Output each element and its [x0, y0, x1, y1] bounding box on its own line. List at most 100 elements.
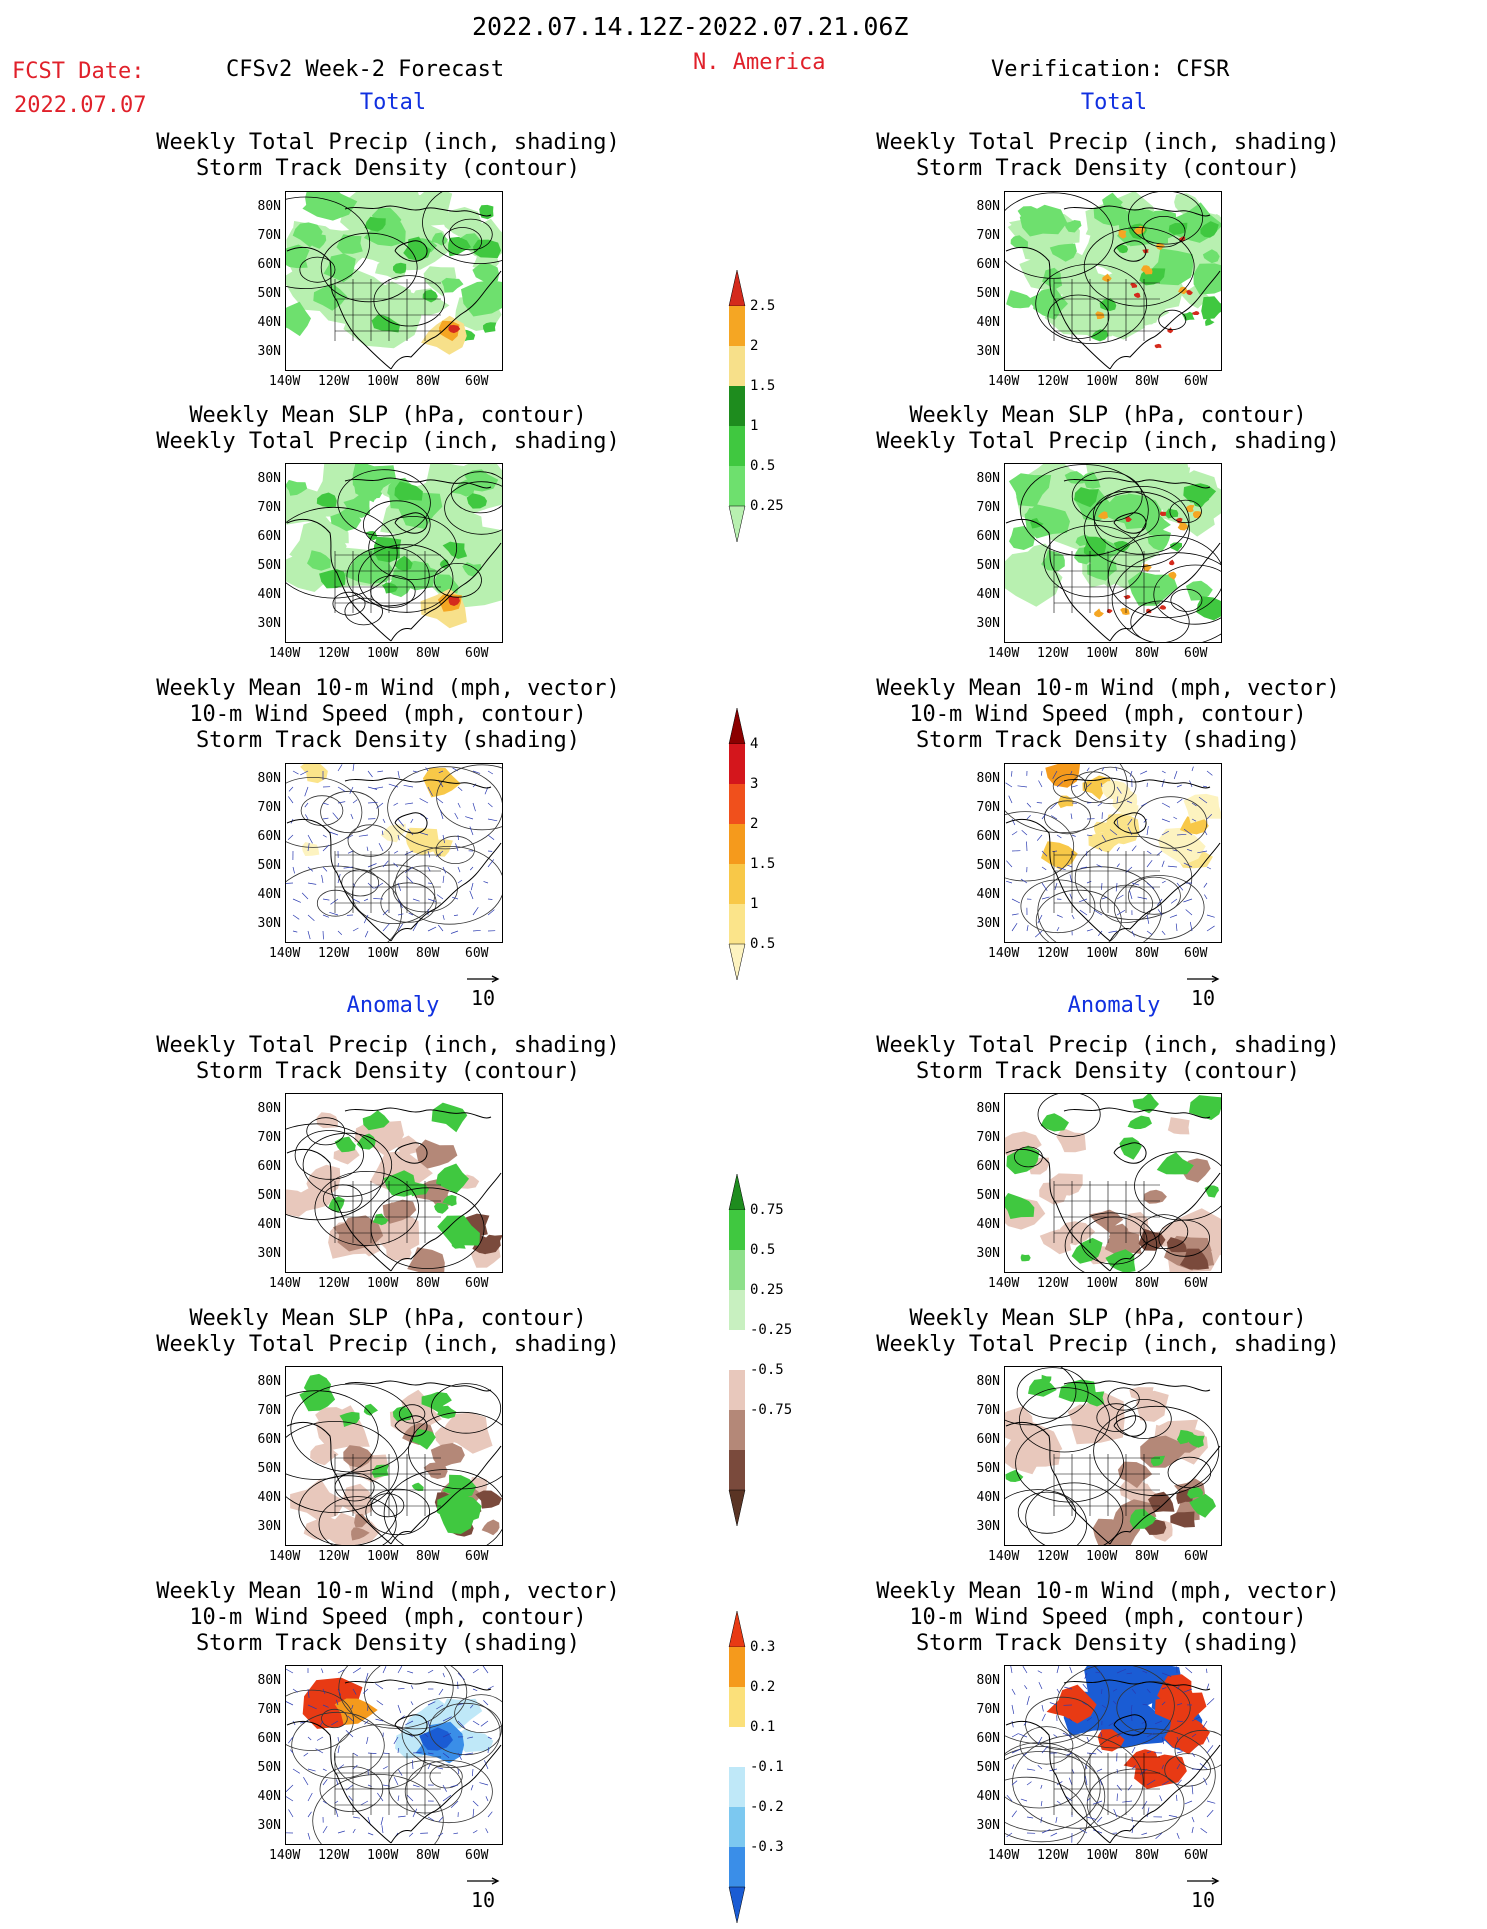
colorbar-swatch	[729, 784, 745, 824]
colorbar-label: -0.2	[750, 1799, 784, 1815]
lat-tick-label: 50N	[247, 286, 281, 301]
colorbar-swatch	[729, 1174, 745, 1210]
lon-tick-label: 60W	[465, 646, 488, 661]
lat-tick-label: 60N	[966, 529, 1000, 544]
panel-title-ver-anom-precip-line1: Weekly Total Precip (inch, shading)	[858, 1035, 1358, 1057]
vector-scale-ver-anom: 10	[1185, 1866, 1221, 1912]
lon-tick-label: 120W	[318, 1549, 349, 1564]
lat-tick-label: 80N	[247, 771, 281, 786]
lat-tick-label: 30N	[966, 916, 1000, 931]
panel-title-ver-anom-slp-line1: Weekly Mean SLP (hPa, contour)	[858, 1308, 1358, 1330]
lon-tick-label: 60W	[1184, 646, 1207, 661]
lon-tick-label: 60W	[1184, 946, 1207, 961]
panel-title-ver-precip-storm-line1: Weekly Total Precip (inch, shading)	[858, 132, 1358, 154]
vector-scale-value: 10	[465, 1888, 501, 1912]
colorbar-swatch	[729, 1370, 745, 1410]
lat-tick-label: 40N	[247, 315, 281, 330]
lon-tick-label: 100W	[367, 946, 398, 961]
colorbar-swatch	[729, 744, 745, 784]
lat-tick-label: 30N	[966, 1246, 1000, 1261]
lat-tick-label: 80N	[966, 1101, 1000, 1116]
colorbar-swatch	[729, 1647, 745, 1687]
lat-tick-label: 50N	[966, 1188, 1000, 1203]
panel-title-fcst-anom-wind-line1: Weekly Mean 10-m Wind (mph, vector)	[123, 1581, 653, 1603]
lat-tick-label: 70N	[247, 1130, 281, 1145]
colorbar-swatch	[729, 1611, 745, 1647]
panel-title-ver-wind-line2: 10-m Wind Speed (mph, contour)	[843, 704, 1373, 726]
lon-tick-label: 140W	[269, 646, 300, 661]
lat-tick-label: 30N	[247, 1246, 281, 1261]
lat-tick-label: 30N	[966, 616, 1000, 631]
lat-tick-label: 30N	[966, 1818, 1000, 1833]
lat-tick-label: 80N	[247, 199, 281, 214]
lat-tick-label: 30N	[247, 916, 281, 931]
lon-tick-label: 80W	[1135, 1276, 1158, 1291]
colorbar-swatch	[729, 1290, 745, 1330]
lat-tick-label: 40N	[247, 1217, 281, 1232]
lon-tick-label: 120W	[318, 1848, 349, 1863]
colorbar-label: -0.75	[750, 1402, 792, 1418]
lon-tick-label: 100W	[1086, 1549, 1117, 1564]
lon-tick-label: 80W	[416, 1549, 439, 1564]
colorbar-swatch	[729, 1687, 745, 1727]
lat-tick-label: 60N	[247, 1159, 281, 1174]
lon-tick-label: 140W	[269, 1848, 300, 1863]
lat-tick-label: 60N	[247, 257, 281, 272]
vector-scale-fcst-anom: 10	[465, 1866, 501, 1912]
lon-tick-label: 80W	[1135, 946, 1158, 961]
forecast-column-title: CFSv2 Week-2 Forecast	[226, 59, 504, 81]
precip-anomaly-shading	[1168, 1117, 1190, 1134]
lat-tick-label: 80N	[247, 1673, 281, 1688]
lat-tick-label: 70N	[247, 500, 281, 515]
lat-tick-label: 30N	[247, 1818, 281, 1833]
lon-tick-label: 140W	[988, 1848, 1019, 1863]
colorbar-swatch	[729, 1410, 745, 1450]
colorbar-swatch	[729, 1330, 745, 1370]
colorbar-label: -0.5	[750, 1362, 784, 1378]
lon-tick-label: 140W	[988, 646, 1019, 661]
lat-tick-label: 70N	[966, 1403, 1000, 1418]
panel-title-fcst-anom-precip-line2: Storm Track Density (contour)	[138, 1061, 638, 1083]
lat-tick-label: 70N	[247, 1702, 281, 1717]
colorbar-swatch	[729, 1210, 745, 1250]
lon-tick-label: 60W	[1184, 374, 1207, 389]
colorbar-label: 0.2	[750, 1679, 775, 1695]
panel-title-ver-anom-precip-line2: Storm Track Density (contour)	[858, 1061, 1358, 1083]
panel-title-fcst-wind-line1: Weekly Mean 10-m Wind (mph, vector)	[123, 678, 653, 700]
lon-tick-label: 80W	[1135, 374, 1158, 389]
lon-tick-label: 140W	[988, 1549, 1019, 1564]
lat-tick-label: 80N	[966, 771, 1000, 786]
lat-tick-label: 40N	[966, 1217, 1000, 1232]
colorbar-label: 2	[750, 816, 758, 832]
forecast-total-label: Total	[343, 92, 443, 114]
lat-tick-label: 40N	[966, 887, 1000, 902]
lon-tick-label: 60W	[465, 1549, 488, 1564]
colorbar-label: -0.25	[750, 1322, 792, 1338]
panel-title-fcst-anom-wind-line2: 10-m Wind Speed (mph, contour)	[123, 1607, 653, 1629]
lat-tick-label: 40N	[966, 1490, 1000, 1505]
lon-tick-label: 80W	[1135, 1549, 1158, 1564]
colorbar-swatch	[729, 506, 745, 542]
lon-tick-label: 100W	[1086, 946, 1117, 961]
lon-tick-label: 60W	[465, 374, 488, 389]
panel-title-ver-slp-precip-line1: Weekly Mean SLP (hPa, contour)	[858, 405, 1358, 427]
lon-tick-label: 140W	[269, 946, 300, 961]
panel-title-fcst-precip-storm-line1: Weekly Total Precip (inch, shading)	[138, 132, 638, 154]
lon-tick-label: 140W	[988, 374, 1019, 389]
lat-tick-label: 50N	[966, 558, 1000, 573]
lon-tick-label: 140W	[988, 1276, 1019, 1291]
lat-tick-label: 50N	[247, 858, 281, 873]
colorbar-swatch	[729, 466, 745, 506]
colorbar-label: 0.5	[750, 936, 775, 952]
lon-tick-label: 60W	[465, 1848, 488, 1863]
colorbar-swatch	[729, 864, 745, 904]
forecast-anomaly-label: Anomaly	[333, 995, 453, 1017]
